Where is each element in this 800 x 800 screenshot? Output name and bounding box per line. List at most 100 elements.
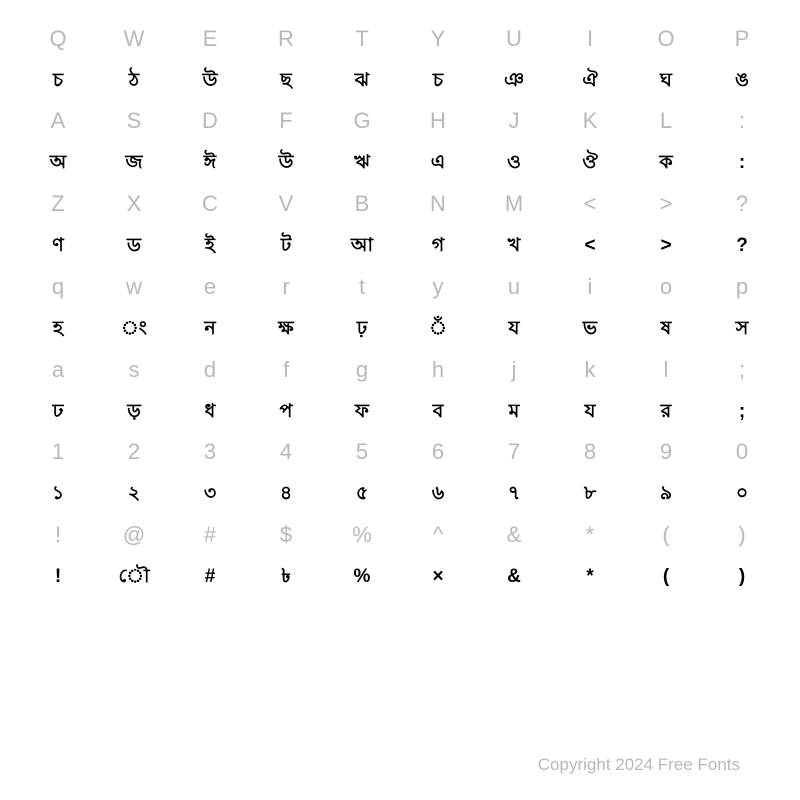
key-label: i [588, 276, 593, 298]
key-label: S [127, 110, 142, 132]
key-label: o [660, 276, 672, 298]
glyph-char: ং [121, 319, 147, 338]
glyph-char: খ [508, 236, 520, 255]
glyph-char: ঠ [129, 71, 139, 90]
glyph-char: ম [509, 402, 520, 421]
glyph-char: এ [431, 153, 445, 172]
key-label: h [432, 359, 444, 381]
glyph-char: ৌ [119, 567, 150, 586]
key-label: j [512, 359, 517, 381]
glyph-char: ড় [127, 402, 141, 421]
key-label: E [203, 28, 218, 50]
key-label: K [583, 110, 598, 132]
glyph-char: ঢ় [357, 319, 367, 338]
glyph-char: ছ [280, 71, 292, 90]
key-label: D [202, 110, 218, 132]
key-label: # [204, 524, 216, 546]
glyph-char: ধ [205, 402, 216, 421]
key-label: O [657, 28, 674, 50]
key-label: F [279, 110, 292, 132]
glyph-char: ৭ [508, 484, 520, 503]
glyph-char: আ [351, 236, 373, 255]
key-label: Y [431, 28, 446, 50]
glyph-char: # [205, 567, 216, 586]
key-label: a [52, 359, 64, 381]
key-label: H [430, 110, 446, 132]
key-label: A [51, 110, 66, 132]
glyph-char: ৮ [584, 484, 596, 503]
key-label: r [282, 276, 289, 298]
key-label: 6 [432, 441, 444, 463]
key-label: d [204, 359, 216, 381]
key-label: 9 [660, 441, 672, 463]
key-label: % [352, 524, 372, 546]
key-label: @ [123, 524, 145, 546]
key-label: y [433, 276, 444, 298]
key-label: M [505, 193, 523, 215]
key-label: q [52, 276, 64, 298]
key-label: X [127, 193, 142, 215]
glyph-char: উ [203, 71, 218, 90]
glyph-char: * [586, 567, 593, 586]
glyph-char: ব [433, 402, 444, 421]
glyph-char: হ [53, 319, 63, 338]
glyph-char: ফ [355, 402, 369, 421]
key-label: ^ [433, 524, 443, 546]
glyph-char: ৫ [356, 484, 368, 503]
glyph-char: ৬ [432, 484, 444, 503]
glyph-char: ঈ [204, 153, 216, 172]
glyph-char: ই [205, 236, 215, 255]
key-label: w [126, 276, 142, 298]
key-label: < [584, 193, 597, 215]
glyph-char: & [507, 567, 521, 586]
key-label: U [506, 28, 522, 50]
glyph-char: ঁ [429, 319, 447, 338]
key-label: 2 [128, 441, 140, 463]
glyph-char: উ [279, 153, 294, 172]
key-label: k [585, 359, 596, 381]
key-label: ! [55, 524, 61, 546]
glyph-char: প [280, 402, 293, 421]
key-label: * [586, 524, 595, 546]
key-label: Q [49, 28, 66, 50]
glyph-char: ৩ [204, 484, 216, 503]
glyph-char: > [660, 236, 671, 255]
glyph-char: ) [739, 567, 745, 586]
key-label: B [355, 193, 370, 215]
glyph-char: ৯ [660, 484, 672, 503]
glyph-char: য [585, 402, 596, 421]
key-label: f [283, 359, 289, 381]
key-label: ; [739, 359, 745, 381]
glyph-char: ণ [52, 236, 64, 255]
key-label: I [587, 28, 593, 50]
key-label: > [660, 193, 673, 215]
glyph-char: ড [127, 236, 141, 255]
key-label: 7 [508, 441, 520, 463]
glyph-char: ভ [583, 319, 597, 338]
glyph-char: গ [432, 236, 444, 255]
glyph-char: ? [736, 236, 748, 255]
glyph-char: ঢ [53, 402, 64, 421]
glyph-char: চ [433, 71, 443, 90]
key-label: Z [51, 193, 64, 215]
key-label: : [739, 110, 745, 132]
glyph-char: ; [739, 402, 745, 421]
key-label: s [129, 359, 140, 381]
glyph-char: ৪ [280, 484, 292, 503]
key-label: T [355, 28, 368, 50]
glyph-char: ১ [52, 484, 64, 503]
key-label: J [509, 110, 520, 132]
glyph-char: য [509, 319, 520, 338]
key-label: C [202, 193, 218, 215]
glyph-char: ষ [661, 319, 671, 338]
glyph-char: ক [659, 153, 672, 172]
key-label: e [204, 276, 216, 298]
glyph-char: জ [126, 153, 143, 172]
key-label: 4 [280, 441, 292, 463]
glyph-char: ঞ [504, 71, 524, 90]
glyph-char: ট [281, 236, 291, 255]
glyph-char: ২ [128, 484, 140, 503]
key-label: V [279, 193, 294, 215]
glyph-char: × [432, 567, 443, 586]
glyph-char: < [584, 236, 595, 255]
